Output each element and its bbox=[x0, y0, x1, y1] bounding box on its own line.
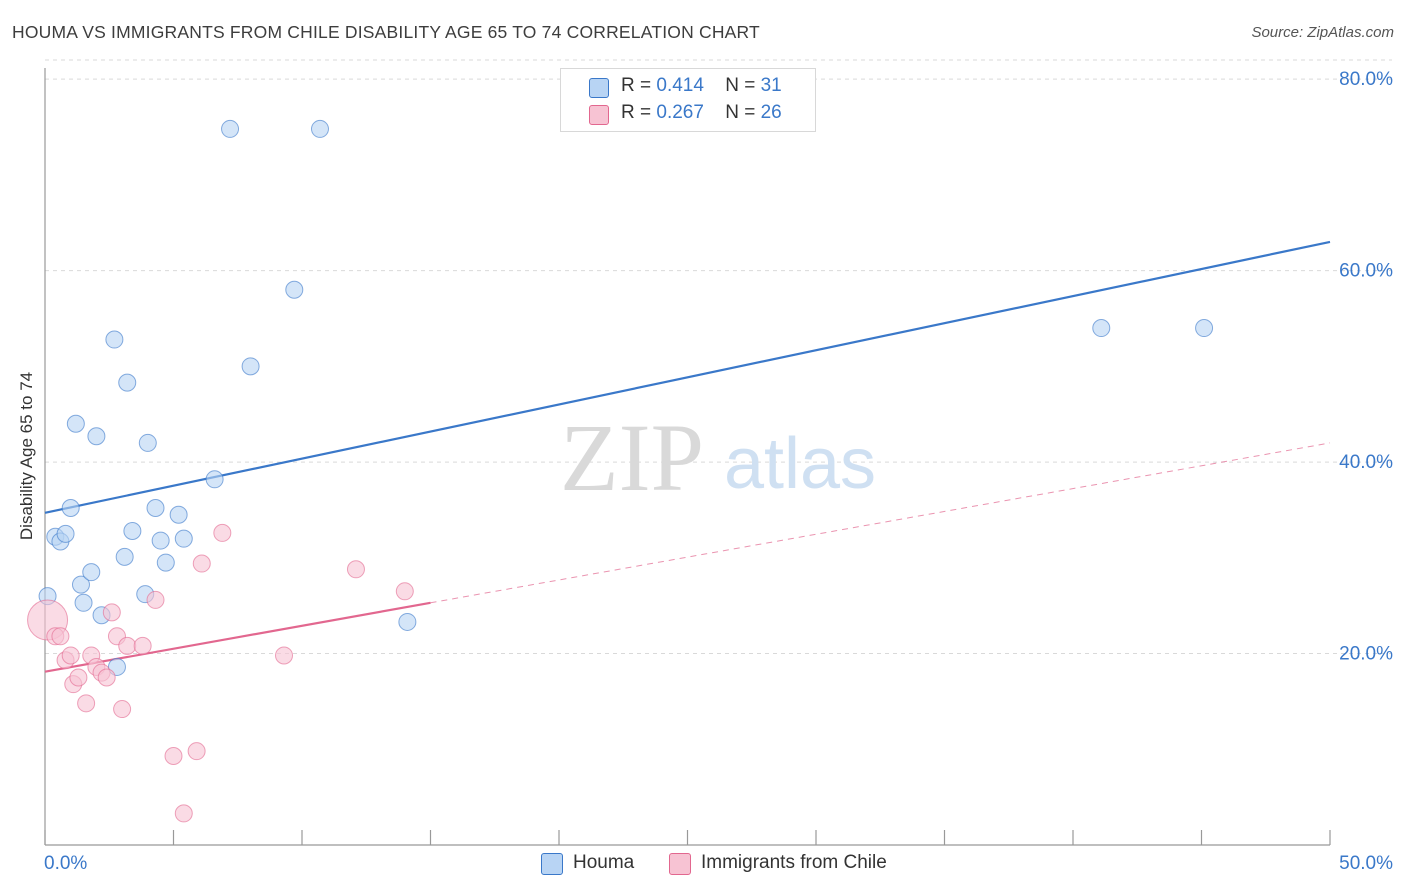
point-chile bbox=[192, 554, 211, 573]
legend-r-value-chile: 0.267 bbox=[656, 102, 704, 123]
trend-lines bbox=[44, 240, 1331, 673]
point-houma bbox=[285, 280, 304, 299]
point-houma bbox=[174, 529, 193, 548]
point-chile bbox=[69, 668, 88, 687]
point-chile bbox=[113, 700, 132, 719]
legend-swatch-houma bbox=[589, 78, 609, 98]
point-houma bbox=[241, 357, 260, 376]
point-houma bbox=[146, 499, 165, 518]
legend-r-label: R = bbox=[621, 75, 657, 96]
point-houma bbox=[74, 593, 93, 612]
point-houma bbox=[71, 575, 90, 594]
point-houma bbox=[56, 524, 75, 543]
legend-swatch-chile bbox=[589, 105, 609, 125]
point-chile bbox=[51, 627, 70, 646]
y-tick-label: 60.0% bbox=[1339, 261, 1393, 282]
point-chile bbox=[164, 746, 183, 765]
point-houma bbox=[115, 547, 134, 566]
y-tick-label: 80.0% bbox=[1339, 69, 1393, 90]
point-chile bbox=[213, 523, 232, 542]
point-chile bbox=[77, 694, 96, 713]
y-tick-label: 20.0% bbox=[1339, 644, 1393, 665]
gridlines bbox=[45, 59, 1392, 655]
point-houma bbox=[205, 470, 224, 489]
point-chile bbox=[187, 742, 206, 761]
legend-n-label: N = bbox=[725, 102, 761, 123]
point-houma bbox=[1195, 319, 1214, 338]
point-chile bbox=[97, 668, 116, 687]
point-houma bbox=[151, 531, 170, 550]
point-chile bbox=[118, 636, 137, 655]
data-points bbox=[27, 119, 1214, 823]
point-houma bbox=[87, 427, 106, 446]
bottom-legend-label-houma: Houma bbox=[573, 852, 635, 873]
point-chile bbox=[395, 582, 414, 601]
point-houma bbox=[169, 505, 188, 524]
legend-n-label: N = bbox=[725, 75, 761, 96]
point-houma bbox=[398, 612, 417, 631]
point-houma bbox=[61, 499, 80, 518]
axis-labels: 20.0% 40.0% 60.0% 80.0% 0.0% 50.0% Disability … bbox=[17, 69, 1393, 874]
legend-r-label: R = bbox=[621, 102, 657, 123]
axes bbox=[44, 68, 1331, 846]
point-chile bbox=[275, 646, 294, 665]
x-tick-label-start: 0.0% bbox=[44, 853, 87, 874]
y-axis-label: Disability Age 65 to 74 bbox=[17, 372, 36, 540]
legend-r-value-houma: 0.414 bbox=[656, 75, 704, 96]
point-houma bbox=[123, 522, 142, 540]
bottom-legend-label-chile: Immigrants from Chile bbox=[701, 852, 887, 873]
point-houma bbox=[1092, 319, 1111, 338]
point-houma bbox=[221, 119, 240, 138]
trend-line-chile-extension bbox=[430, 442, 1331, 604]
legend-box: R = 0.414 N = 31 R = 0.267 N = 26 bbox=[560, 68, 816, 132]
trend-line-houma bbox=[44, 240, 1331, 514]
point-chile bbox=[346, 560, 365, 579]
watermark: ZIP atlas bbox=[560, 404, 876, 511]
source-label: Source: ZipAtlas.com bbox=[1251, 24, 1394, 41]
chart-title: HOUMA VS IMMIGRANTS FROM CHILE DISABILIT… bbox=[12, 22, 760, 42]
watermark-atlas: atlas bbox=[724, 424, 876, 504]
bottom-legend-swatch-chile bbox=[669, 853, 691, 875]
bottom-legend-swatch-houma bbox=[541, 853, 563, 875]
point-houma bbox=[156, 553, 175, 572]
point-chile bbox=[146, 590, 165, 609]
point-houma bbox=[310, 119, 329, 138]
point-houma bbox=[138, 433, 157, 452]
point-chile bbox=[61, 646, 80, 665]
point-houma bbox=[82, 563, 101, 582]
point-houma bbox=[118, 373, 137, 392]
legend-n-value-houma: 31 bbox=[760, 75, 782, 96]
trend-line-chile bbox=[44, 601, 431, 673]
legend-n-value-chile: 26 bbox=[760, 102, 782, 123]
watermark-zip: ZIP bbox=[560, 404, 704, 511]
point-chile bbox=[133, 636, 152, 655]
x-tick-label-end: 50.0% bbox=[1339, 853, 1393, 874]
point-chile bbox=[102, 603, 121, 622]
point-houma bbox=[105, 330, 124, 349]
point-houma bbox=[66, 414, 85, 433]
y-tick-label: 40.0% bbox=[1339, 452, 1393, 473]
point-chile bbox=[174, 804, 193, 823]
